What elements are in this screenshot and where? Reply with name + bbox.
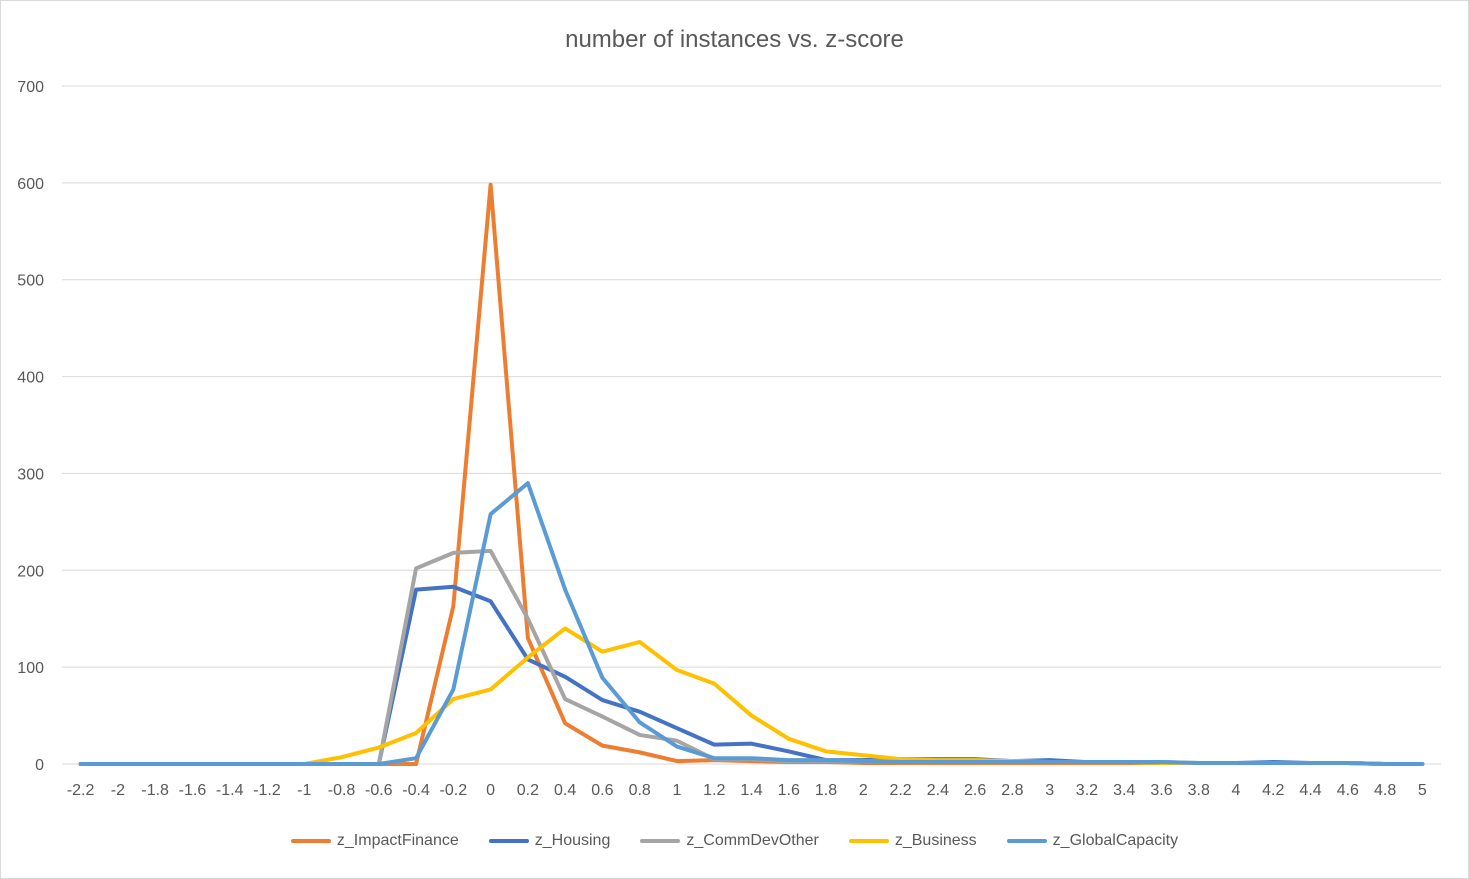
x-tick-label: -0.6 (365, 782, 393, 799)
legend-item: z_Business (848, 832, 977, 850)
x-tick-label: 3.6 (1150, 782, 1172, 799)
legend-swatch (488, 839, 529, 843)
x-tick-label: 1.2 (703, 782, 725, 799)
legend-item: z_ImpactFinance (290, 832, 459, 850)
legend-label: z_CommDevOther (686, 832, 819, 849)
legend-item: z_GlobalCapacity (1006, 832, 1179, 850)
x-tick-label: 0.6 (591, 782, 613, 799)
x-tick-label: -1.8 (141, 782, 169, 799)
chart-legend: z_ImpactFinance z_Housing z_CommDevOther z_… (0, 832, 1469, 850)
x-tick-label: 0.8 (629, 782, 651, 799)
y-tick-label: 200 (17, 563, 44, 580)
x-tick-label: 0 (486, 782, 495, 799)
x-tick-label: -1.6 (179, 782, 207, 799)
legend-label: z_GlobalCapacity (1052, 832, 1179, 849)
x-tick-label: 0.4 (554, 782, 576, 799)
x-tick-label: 3.8 (1188, 782, 1210, 799)
x-tick-label: 2.6 (964, 782, 986, 799)
y-tick-label: 100 (17, 660, 44, 677)
chart-title: number of instances vs. z-score (565, 26, 904, 53)
x-tick-label: 3 (1045, 782, 1054, 799)
x-tick-label: 2.2 (889, 782, 911, 799)
legend-swatch (848, 839, 889, 843)
x-tick-label: 4.2 (1262, 782, 1284, 799)
y-tick-label: 500 (17, 273, 44, 290)
x-tick-label: 4.4 (1299, 782, 1321, 799)
x-tick-label: 2 (859, 782, 868, 799)
x-tick-label: -0.2 (440, 782, 468, 799)
legend-label: z_Business (894, 832, 977, 849)
y-tick-label: 300 (17, 466, 44, 483)
x-tick-label: 3.4 (1113, 782, 1135, 799)
y-tick-label: 700 (17, 79, 44, 96)
x-tick-label: -1.4 (216, 782, 244, 799)
y-tick-label: 400 (17, 370, 44, 387)
x-tick-label: -0.4 (402, 782, 430, 799)
x-tick-label: 2.4 (927, 782, 949, 799)
legend-swatch (640, 839, 681, 843)
series-line-z_GlobalCapacity (78, 481, 1425, 766)
legend-item: z_CommDevOther (640, 832, 819, 850)
legend-swatch (290, 839, 331, 843)
x-tick-label: 3.2 (1076, 782, 1098, 799)
legend-swatch (1006, 839, 1047, 843)
x-tick-label: 4.8 (1374, 782, 1396, 799)
legend-item: z_Housing (488, 832, 611, 850)
x-tick-label: 1.4 (740, 782, 762, 799)
legend-label: z_ImpactFinance (336, 832, 459, 849)
x-tick-label: 1.8 (815, 782, 837, 799)
series-line-z_CommDevOther (78, 548, 1425, 766)
x-tick-label: 2.8 (1001, 782, 1023, 799)
x-tick-label: 5 (1418, 782, 1427, 799)
x-tick-label: 1.6 (778, 782, 800, 799)
x-tick-label: -0.8 (328, 782, 356, 799)
series-line-z_Housing (78, 584, 1425, 766)
x-tick-label: 0.2 (517, 782, 539, 799)
x-tick-label: 1 (673, 782, 682, 799)
y-tick-label: 0 (35, 757, 44, 774)
legend-label: z_Housing (534, 832, 611, 849)
x-tick-label: 4.6 (1337, 782, 1359, 799)
x-tick-label: -1.2 (253, 782, 281, 799)
y-tick-label: 600 (17, 176, 44, 193)
x-tick-label: 4 (1232, 782, 1241, 799)
series-line-z_ImpactFinance (78, 182, 1425, 766)
x-tick-label: -2 (111, 782, 125, 799)
x-tick-label: -2.2 (67, 782, 95, 799)
x-tick-label: -1 (297, 782, 311, 799)
